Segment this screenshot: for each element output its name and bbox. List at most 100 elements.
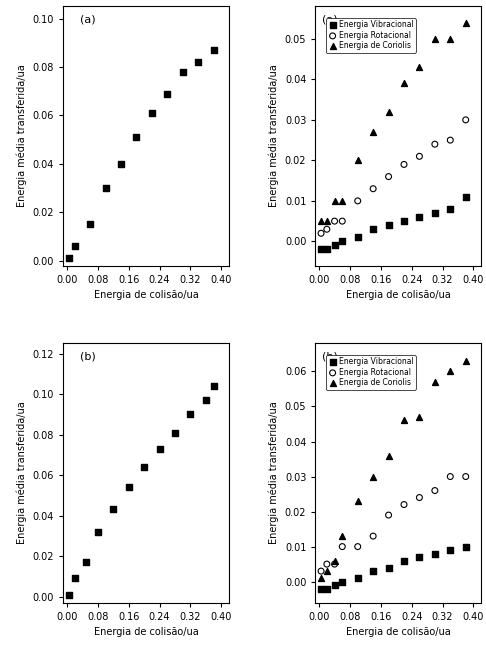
Point: [194, 57, 202, 67]
Energia de Coriolis: [431, 34, 439, 44]
Energia Vibracional: [338, 237, 346, 247]
Energia Vibracional: [317, 244, 325, 255]
Energia Vibracional: [416, 552, 423, 562]
Energia de Coriolis: [385, 450, 393, 461]
Point: [83, 557, 90, 568]
Energia Rotacional: [416, 151, 423, 161]
Energia Rotacional: [317, 228, 325, 238]
Text: (b): (b): [322, 351, 338, 361]
Energia Vibracional: [323, 244, 331, 255]
Energia Vibracional: [330, 580, 338, 590]
Energia de Coriolis: [416, 62, 423, 73]
Energia de Coriolis: [369, 127, 377, 137]
Energia Vibracional: [323, 583, 331, 594]
Energia de Coriolis: [323, 566, 331, 576]
Text: (a): (a): [80, 14, 95, 24]
Energia Rotacional: [416, 492, 423, 503]
Energia de Coriolis: [323, 216, 331, 226]
Y-axis label: Energia média transferida/ua: Energia média transferida/ua: [17, 402, 27, 544]
Energia Vibracional: [447, 204, 454, 214]
Point: [125, 482, 133, 492]
Energia de Coriolis: [330, 555, 338, 566]
Energia Vibracional: [462, 542, 469, 552]
Point: [187, 409, 194, 419]
Energia de Coriolis: [317, 573, 325, 583]
Y-axis label: Energia média transferida/ua: Energia média transferida/ua: [17, 65, 27, 207]
Energia Vibracional: [354, 232, 362, 242]
X-axis label: Energia de colisão/ua: Energia de colisão/ua: [94, 290, 198, 300]
Energia Rotacional: [354, 542, 362, 552]
Energia Vibracional: [462, 192, 469, 202]
Energia Rotacional: [317, 566, 325, 576]
Energia de Coriolis: [385, 106, 393, 117]
Y-axis label: Energia média transferida/ua: Energia média transferida/ua: [269, 402, 279, 544]
Energia de Coriolis: [400, 78, 408, 89]
Energia Vibracional: [317, 583, 325, 594]
Energia Vibracional: [400, 555, 408, 566]
Point: [202, 395, 210, 406]
Energia Rotacional: [338, 542, 346, 552]
Energia Rotacional: [330, 216, 338, 226]
Energia Vibracional: [330, 240, 338, 251]
X-axis label: Energia de colisão/ua: Energia de colisão/ua: [94, 627, 198, 637]
Point: [210, 381, 218, 391]
Energia de Coriolis: [447, 34, 454, 44]
Point: [163, 89, 171, 99]
Energia Vibracional: [338, 577, 346, 587]
Energia de Coriolis: [431, 376, 439, 387]
Energia Vibracional: [385, 562, 393, 573]
Point: [148, 108, 156, 118]
Energia Rotacional: [385, 510, 393, 520]
Energia Vibracional: [431, 548, 439, 559]
Point: [94, 527, 102, 537]
Energia Vibracional: [369, 566, 377, 576]
Point: [179, 67, 187, 77]
Energia Vibracional: [431, 208, 439, 218]
Energia Rotacional: [400, 159, 408, 170]
X-axis label: Energia de colisão/ua: Energia de colisão/ua: [346, 627, 451, 637]
Energia de Coriolis: [369, 471, 377, 481]
Energia de Coriolis: [338, 196, 346, 206]
Energia de Coriolis: [354, 496, 362, 506]
Point: [71, 241, 79, 251]
Energia de Coriolis: [330, 196, 338, 206]
Point: [156, 443, 163, 454]
Energia Rotacional: [447, 135, 454, 145]
Energia Rotacional: [338, 216, 346, 226]
Energia Rotacional: [385, 171, 393, 181]
Energia Rotacional: [431, 485, 439, 496]
Energia Rotacional: [323, 224, 331, 235]
Energia Vibracional: [385, 220, 393, 231]
Energia de Coriolis: [317, 216, 325, 226]
Legend: Energia Vibracional, Energia Rotacional, Energia de Coriolis: Energia Vibracional, Energia Rotacional,…: [326, 18, 416, 52]
Energia Vibracional: [369, 224, 377, 235]
Energia de Coriolis: [462, 356, 469, 366]
Energia Vibracional: [416, 212, 423, 222]
Point: [140, 462, 148, 472]
Point: [171, 428, 179, 438]
Energia Rotacional: [462, 471, 469, 481]
Text: (a): (a): [322, 14, 338, 24]
Point: [102, 183, 109, 193]
Energia Rotacional: [400, 500, 408, 510]
Energia Vibracional: [354, 573, 362, 583]
Point: [210, 45, 218, 55]
Energia Rotacional: [462, 115, 469, 125]
Energia de Coriolis: [462, 17, 469, 28]
Energia Rotacional: [330, 559, 338, 570]
Energia Rotacional: [354, 196, 362, 206]
Energia de Coriolis: [400, 415, 408, 426]
Energia de Coriolis: [447, 366, 454, 376]
Point: [71, 573, 79, 584]
Y-axis label: Energia média transferida/ua: Energia média transferida/ua: [269, 65, 279, 207]
Energia Rotacional: [369, 531, 377, 541]
Energia Vibracional: [400, 216, 408, 226]
X-axis label: Energia de colisão/ua: Energia de colisão/ua: [346, 290, 451, 300]
Energia Rotacional: [323, 559, 331, 570]
Text: (b): (b): [80, 351, 96, 361]
Energia Rotacional: [431, 139, 439, 150]
Point: [65, 253, 73, 264]
Point: [133, 132, 140, 143]
Point: [65, 590, 73, 600]
Point: [109, 504, 117, 515]
